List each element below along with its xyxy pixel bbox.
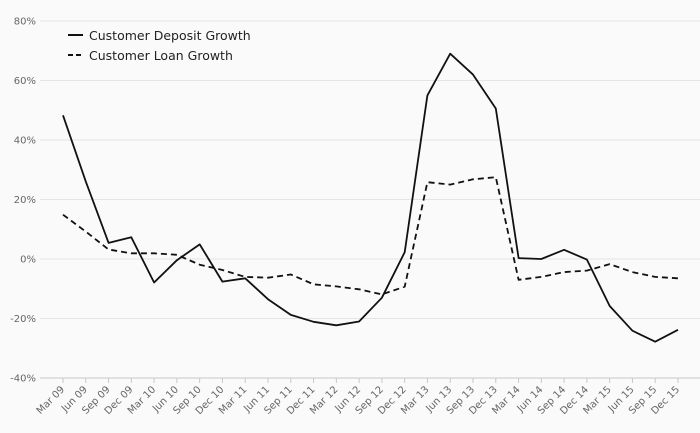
y-tick-label: 40%: [14, 136, 36, 147]
gridlines: [40, 20, 700, 319]
series-lines: [62, 52, 679, 343]
y-tick-label: -20%: [10, 314, 36, 325]
legend: Customer Deposit Growth Customer Loan Gr…: [68, 28, 251, 63]
y-tick-label: 60%: [14, 76, 36, 87]
x-tick-label: Mar 09: [35, 384, 67, 416]
y-tick-label: -40%: [10, 374, 36, 385]
series-line-deposit-growth: [62, 52, 679, 343]
y-tick-label: 0%: [20, 255, 36, 266]
y-tick-label: 80%: [14, 17, 36, 28]
legend-label-deposit: Customer Deposit Growth: [89, 28, 251, 43]
y-axis-tick-labels: 80% 60% 40% 20% 0% -20% -40%: [10, 17, 36, 385]
x-axis: [40, 377, 700, 383]
series-line-loan-growth: [62, 176, 679, 296]
y-tick-label: 20%: [14, 195, 36, 206]
legend-label-loan: Customer Loan Growth: [89, 48, 233, 63]
